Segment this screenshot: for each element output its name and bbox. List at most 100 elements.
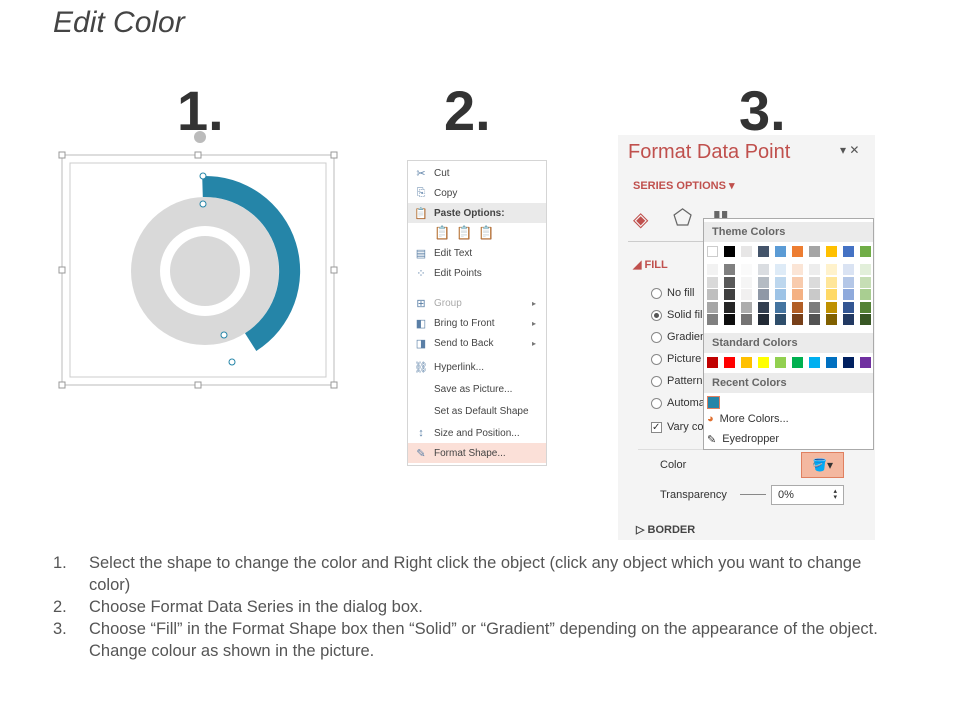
theme-color-swatch[interactable] xyxy=(724,246,735,257)
shade-color-swatch[interactable] xyxy=(809,314,820,325)
shade-color-swatch[interactable] xyxy=(792,301,803,313)
shade-color-swatch[interactable] xyxy=(843,301,854,313)
shade-color-swatch[interactable] xyxy=(707,301,718,313)
shade-color-swatch[interactable] xyxy=(758,289,769,300)
fill-section-toggle[interactable]: ◢ FILL xyxy=(633,259,668,271)
shade-color-swatch[interactable] xyxy=(792,289,803,300)
menu-item-size-and-position[interactable]: ↕ Size and Position... xyxy=(408,423,546,443)
point-handle[interactable] xyxy=(228,358,236,366)
pane-options-icon[interactable]: ▾ ✕ xyxy=(840,143,860,157)
standard-color-swatch[interactable] xyxy=(758,357,769,368)
menu-item-cut[interactable]: ✂ Cut xyxy=(408,163,546,183)
menu-item-copy[interactable]: ⎘ Copy xyxy=(408,183,546,203)
donut-highlighted-segment[interactable] xyxy=(202,175,301,351)
transparency-slider[interactable] xyxy=(740,494,766,495)
standard-color-swatch[interactable] xyxy=(724,357,735,368)
radio-solid-fill[interactable]: Solid fill xyxy=(651,309,703,321)
shade-color-swatch[interactable] xyxy=(826,276,837,288)
fill-line-tab-icon[interactable]: ◈ xyxy=(633,209,649,231)
shade-color-swatch[interactable] xyxy=(724,314,735,325)
radio-pattern-fill[interactable]: Pattern fill xyxy=(651,375,703,387)
menu-item-set-as-default-shape[interactable]: Set as Default Shape xyxy=(408,401,546,421)
shade-color-swatch[interactable] xyxy=(843,289,854,300)
resize-handle[interactable] xyxy=(330,151,338,159)
standard-color-swatch[interactable] xyxy=(826,357,837,368)
paste-merge-icon[interactable]: 📋 xyxy=(456,225,473,240)
shade-color-swatch[interactable] xyxy=(775,264,786,275)
shade-color-swatch[interactable] xyxy=(860,276,871,288)
shade-color-swatch[interactable] xyxy=(792,264,803,275)
radio-no-fill[interactable]: No fill xyxy=(651,287,695,299)
shade-color-swatch[interactable] xyxy=(775,276,786,288)
shade-color-swatch[interactable] xyxy=(775,289,786,300)
shade-color-swatch[interactable] xyxy=(860,264,871,275)
shade-color-swatch[interactable] xyxy=(724,301,735,313)
eyedropper-item[interactable]: ✎ Eyedropper xyxy=(707,433,779,446)
shade-color-swatch[interactable] xyxy=(707,289,718,300)
shade-color-swatch[interactable] xyxy=(758,276,769,288)
transparency-input[interactable]: 0% ▴ ▾ xyxy=(771,485,844,505)
shade-color-swatch[interactable] xyxy=(758,264,769,275)
shade-color-swatch[interactable] xyxy=(741,289,752,300)
shade-color-swatch[interactable] xyxy=(724,264,735,275)
paste-keep-formatting-icon[interactable]: 📋 xyxy=(434,225,451,240)
shade-color-swatch[interactable] xyxy=(826,314,837,325)
shade-color-swatch[interactable] xyxy=(860,289,871,300)
fill-color-button[interactable]: 🪣▾ xyxy=(801,452,844,478)
shade-color-swatch[interactable] xyxy=(792,314,803,325)
shade-color-swatch[interactable] xyxy=(741,314,752,325)
shade-color-swatch[interactable] xyxy=(826,289,837,300)
shade-color-swatch[interactable] xyxy=(809,301,820,313)
resize-handle[interactable] xyxy=(330,381,338,389)
shade-color-swatch[interactable] xyxy=(792,276,803,288)
point-handle[interactable] xyxy=(199,200,207,208)
shade-color-swatch[interactable] xyxy=(843,276,854,288)
shade-color-swatch[interactable] xyxy=(707,276,718,288)
shade-color-swatch[interactable] xyxy=(775,314,786,325)
shade-color-swatch[interactable] xyxy=(741,276,752,288)
shade-color-swatch[interactable] xyxy=(707,314,718,325)
resize-handle[interactable] xyxy=(58,381,66,389)
shade-color-swatch[interactable] xyxy=(741,301,752,313)
shade-color-swatch[interactable] xyxy=(758,314,769,325)
shade-color-swatch[interactable] xyxy=(860,301,871,313)
theme-color-swatch[interactable] xyxy=(792,246,803,257)
standard-color-swatch[interactable] xyxy=(775,357,786,368)
point-handle[interactable] xyxy=(199,172,207,180)
standard-color-swatch[interactable] xyxy=(843,357,854,368)
menu-item-bring-to-front[interactable]: ◧ Bring to Front ▸ xyxy=(408,313,546,333)
shade-color-swatch[interactable] xyxy=(758,301,769,313)
theme-color-swatch[interactable] xyxy=(843,246,854,257)
shade-color-swatch[interactable] xyxy=(809,264,820,275)
shade-color-swatch[interactable] xyxy=(843,264,854,275)
menu-item-group[interactable]: ⊞ Group ▸ xyxy=(408,293,546,313)
shade-color-swatch[interactable] xyxy=(741,264,752,275)
resize-handle[interactable] xyxy=(330,266,338,274)
theme-color-swatch[interactable] xyxy=(707,246,718,257)
radio-gradient-fill[interactable]: Gradient fill xyxy=(651,331,703,343)
standard-color-swatch[interactable] xyxy=(741,357,752,368)
menu-item-hyperlink[interactable]: ⛓ Hyperlink... xyxy=(408,357,546,377)
more-colors-item[interactable]: ◕ More Colors... xyxy=(707,413,789,425)
resize-handle[interactable] xyxy=(194,381,202,389)
effects-tab-icon[interactable]: ⬠ xyxy=(673,205,693,230)
resize-handle[interactable] xyxy=(194,151,202,159)
shade-color-swatch[interactable] xyxy=(826,264,837,275)
shade-color-swatch[interactable] xyxy=(724,276,735,288)
radio-automatic[interactable]: Automatic xyxy=(651,397,703,409)
shade-color-swatch[interactable] xyxy=(860,314,871,325)
point-handle[interactable] xyxy=(220,331,228,339)
theme-color-swatch[interactable] xyxy=(741,246,752,257)
menu-item-save-as-picture[interactable]: Save as Picture... xyxy=(408,379,546,399)
menu-item-edit-text[interactable]: ▤ Edit Text xyxy=(408,243,546,263)
shade-color-swatch[interactable] xyxy=(809,276,820,288)
resize-handles[interactable] xyxy=(58,151,338,389)
theme-color-swatch[interactable] xyxy=(758,246,769,257)
paste-picture-icon[interactable]: 📋 xyxy=(478,225,495,240)
menu-item-edit-points[interactable]: ⁘ Edit Points xyxy=(408,263,546,283)
border-section-toggle[interactable]: ▷ BORDER xyxy=(636,524,696,536)
theme-color-swatch[interactable] xyxy=(860,246,871,257)
theme-color-swatch[interactable] xyxy=(809,246,820,257)
shade-color-swatch[interactable] xyxy=(707,264,718,275)
standard-color-swatch[interactable] xyxy=(707,357,718,368)
